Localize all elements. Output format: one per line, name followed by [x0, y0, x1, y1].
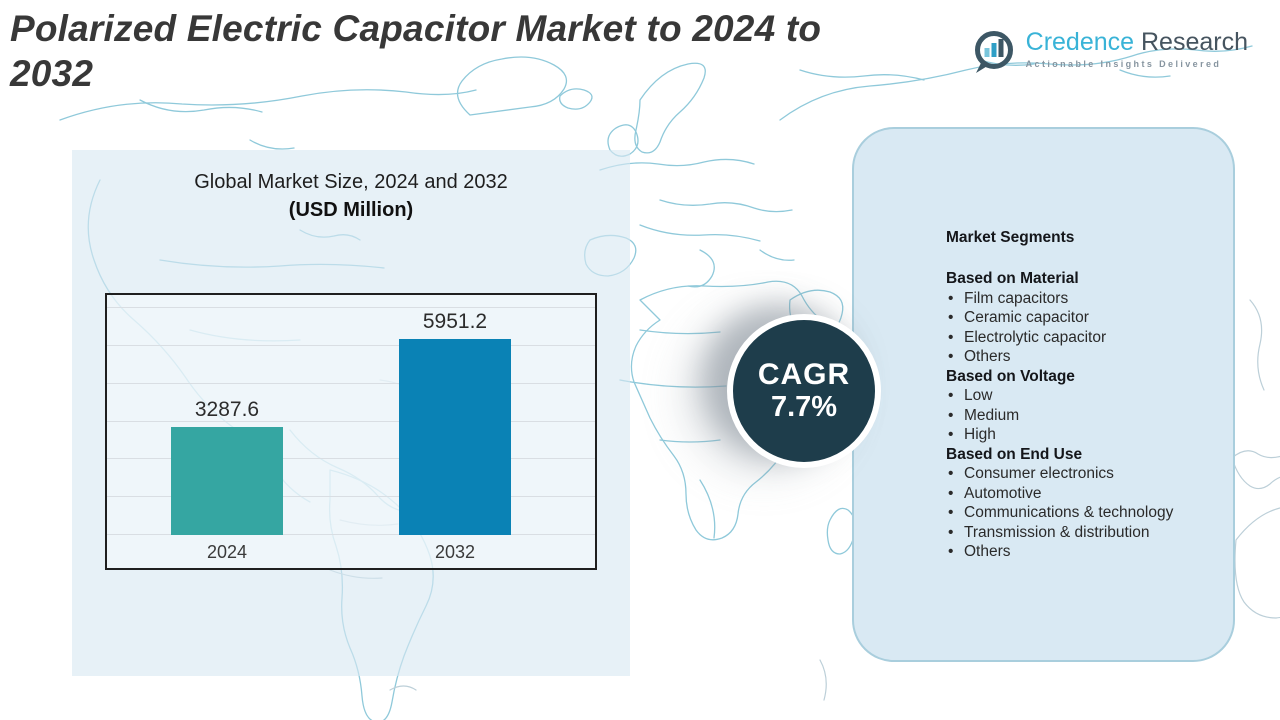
segment-section-end-use: Based on End Use • Consumer electronics •…: [946, 445, 1213, 562]
gridline: [107, 534, 595, 535]
segment-list: • Consumer electronics • Automotive • Commu…: [946, 464, 1213, 562]
segment-list: • Low • Medium • High: [946, 386, 1213, 445]
list-item: • Transmission & distribution: [946, 523, 1213, 543]
bar-chart: 3287.6 5951.2 2024 2032: [105, 293, 597, 570]
chart-title: Global Market Size, 2024 and 2032: [194, 171, 508, 193]
map-oceania: [389, 450, 1280, 701]
list-item: • Automotive: [946, 484, 1213, 504]
bar-2032: [399, 339, 511, 535]
gridline: [107, 307, 595, 308]
cagr-badge: CAGR 7.7%: [727, 314, 881, 468]
gridline: [107, 458, 595, 459]
segment-section-title: Based on End Use: [946, 445, 1083, 463]
list-item: • Electrolytic capacitor: [946, 328, 1213, 348]
cagr-value: 7.7%: [770, 390, 838, 423]
logo-brand-secondary: Research: [1141, 28, 1248, 56]
map-greenland-iceland: [456, 56, 593, 116]
segment-item-label: Ceramic capacitor: [964, 309, 1089, 326]
x-axis-label-2032: 2032: [434, 542, 476, 562]
segments-heading: Market Segments: [946, 229, 1075, 246]
segment-item-label: Communications & technology: [964, 504, 1174, 521]
gridline: [107, 345, 595, 346]
bullet-icon: •: [948, 289, 954, 307]
segment-item-label: Others: [964, 543, 1011, 560]
bullet-icon: •: [948, 348, 954, 365]
bullet-icon: •: [948, 504, 954, 521]
list-item: • Film capacitors: [946, 289, 1213, 309]
segment-item-label: Transmission & distribution: [964, 523, 1150, 541]
segment-item-label: Consumer electronics: [964, 465, 1114, 482]
gridline: [107, 421, 595, 422]
gridline: [107, 383, 595, 384]
bullet-icon: •: [948, 465, 954, 482]
list-item: • Others: [946, 542, 1213, 562]
credence-research-logo: Credence Research Actionable Insights De…: [970, 28, 1248, 76]
x-axis-label-2024: 2024: [206, 542, 248, 562]
bullet-icon: •: [948, 309, 954, 326]
bar-value-2024: 3287.6: [194, 398, 260, 421]
segment-list: • Film capacitors • Ceramic capacitor • Ele…: [946, 289, 1213, 367]
logo-tagline: Actionable Insights Delivered: [1025, 59, 1222, 69]
segment-item-label: Automotive: [964, 484, 1042, 502]
bullet-icon: •: [948, 426, 954, 443]
bar-group-2024: 3287.6: [171, 398, 283, 535]
segment-section-material: Based on Material • Film capacitors • Cera…: [946, 269, 1213, 367]
list-item: • Low: [946, 386, 1213, 406]
cagr-label: CAGR: [757, 357, 851, 391]
segment-item-label: Film capacitors: [964, 289, 1069, 307]
list-item: • Medium: [946, 406, 1213, 426]
logo-brand-primary: Credence: [1025, 28, 1135, 56]
list-item: • Others: [946, 347, 1213, 367]
bullet-icon: •: [948, 523, 954, 541]
segment-item-label: Others: [964, 348, 1011, 365]
bar-group-2032: 5951.2: [399, 310, 511, 535]
bar-chart-bubble-icon: [974, 31, 1013, 73]
list-item: • Ceramic capacitor: [946, 308, 1213, 328]
list-item: • Communications & technology: [946, 503, 1213, 523]
chart-subtitle: (USD Million): [288, 199, 414, 221]
bullet-icon: •: [948, 387, 954, 404]
segment-section-title: Based on Material: [946, 270, 1079, 287]
bullet-icon: •: [948, 328, 954, 346]
segment-item-label: Low: [964, 387, 993, 404]
bar-value-2032: 5951.2: [422, 310, 488, 333]
list-item: • Consumer electronics: [946, 464, 1213, 484]
bullet-icon: •: [948, 484, 954, 502]
gridline: [107, 496, 595, 497]
bar-2024: [171, 427, 283, 535]
bullet-icon: •: [948, 406, 954, 424]
logo-text: Credence Research Actionable Insights De…: [1026, 28, 1248, 69]
market-segments-panel: Market Segments Based on Material • Film …: [852, 127, 1235, 662]
segment-item-label: Electrolytic capacitor: [964, 328, 1107, 346]
segment-item-label: Medium: [964, 406, 1020, 424]
segment-item-label: High: [964, 426, 996, 443]
page-title: Polarized Electric Capacitor Market to 2…: [10, 8, 822, 95]
segment-section-voltage: Based on Voltage • Low • Medium • High: [946, 367, 1213, 445]
segment-section-title: Based on Voltage: [946, 367, 1075, 385]
logo-brand: Credence Research: [1026, 28, 1248, 56]
list-item: • High: [946, 425, 1213, 445]
bullet-icon: •: [948, 543, 954, 560]
